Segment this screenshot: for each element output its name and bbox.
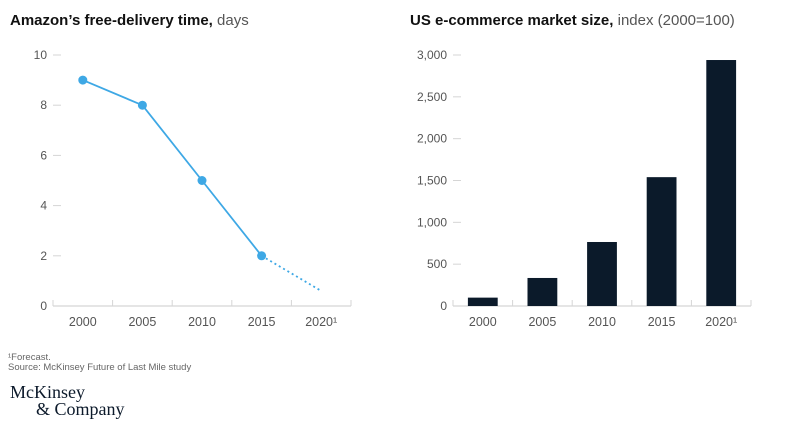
forecast-line xyxy=(261,255,322,292)
x-tick-label: 2000 xyxy=(469,315,497,329)
y-tick-label: 500 xyxy=(427,257,447,271)
x-tick-label: 2020¹ xyxy=(305,315,337,329)
y-tick-label: 6 xyxy=(40,148,47,162)
y-tick-label: 0 xyxy=(40,299,47,313)
y-tick-label: 8 xyxy=(40,98,47,112)
x-tick-label: 2020¹ xyxy=(705,315,737,329)
bar-chart-title-bold: US e-commerce market size, xyxy=(410,12,614,29)
data-point xyxy=(257,251,267,261)
y-tick-label: 1,000 xyxy=(417,215,447,229)
x-tick-label: 2015 xyxy=(248,315,276,329)
x-tick-label: 2010 xyxy=(188,315,216,329)
mckinsey-logo: McKinsey & Company xyxy=(10,382,125,419)
x-tick-label: 2000 xyxy=(69,315,97,329)
y-tick-label: 0 xyxy=(440,299,447,313)
line-chart-title-unit: days xyxy=(217,12,249,29)
logo-line-1: McKinsey xyxy=(10,382,85,402)
line-chart-title: Amazon’s free-delivery time, days xyxy=(10,12,249,29)
bar xyxy=(706,60,737,306)
footnote-source: Source: McKinsey Future of Last Mile stu… xyxy=(8,362,192,373)
bar xyxy=(467,297,498,306)
bar xyxy=(646,177,677,306)
footnote-forecast: ¹Forecast. xyxy=(8,352,51,363)
x-tick-label: 2015 xyxy=(648,315,676,329)
bar xyxy=(527,277,558,306)
data-point xyxy=(137,100,147,110)
y-tick-label: 10 xyxy=(34,48,48,62)
bar-chart-title-unit: index (2000=100) xyxy=(617,12,735,29)
y-tick-label: 4 xyxy=(40,199,47,213)
line-chart: 0 2 4 6 8 10 2000 2005 2010 2015 2020¹ xyxy=(34,48,352,329)
y-tick-label: 2,500 xyxy=(417,90,447,104)
bar-chart-title: US e-commerce market size, index (2000=1… xyxy=(410,12,735,29)
series-line xyxy=(82,79,263,257)
logo-line-2: & Company xyxy=(36,399,125,419)
bar-chart: 0 500 1,000 1,500 2,000 2,500 3,000 2000 2005 201… xyxy=(417,48,752,329)
x-tick-label: 2005 xyxy=(528,315,556,329)
y-tick-label: 2,000 xyxy=(417,132,447,146)
data-point xyxy=(78,75,88,85)
y-tick-label: 2 xyxy=(40,249,47,263)
bar xyxy=(587,241,617,306)
y-tick-label: 1,500 xyxy=(417,174,447,188)
x-tick-label: 2005 xyxy=(128,315,156,329)
line-chart-title-bold: Amazon’s free-delivery time, xyxy=(10,12,213,29)
x-tick-label: 2010 xyxy=(588,315,616,329)
data-point xyxy=(197,176,207,185)
y-tick-label: 3,000 xyxy=(417,48,447,62)
